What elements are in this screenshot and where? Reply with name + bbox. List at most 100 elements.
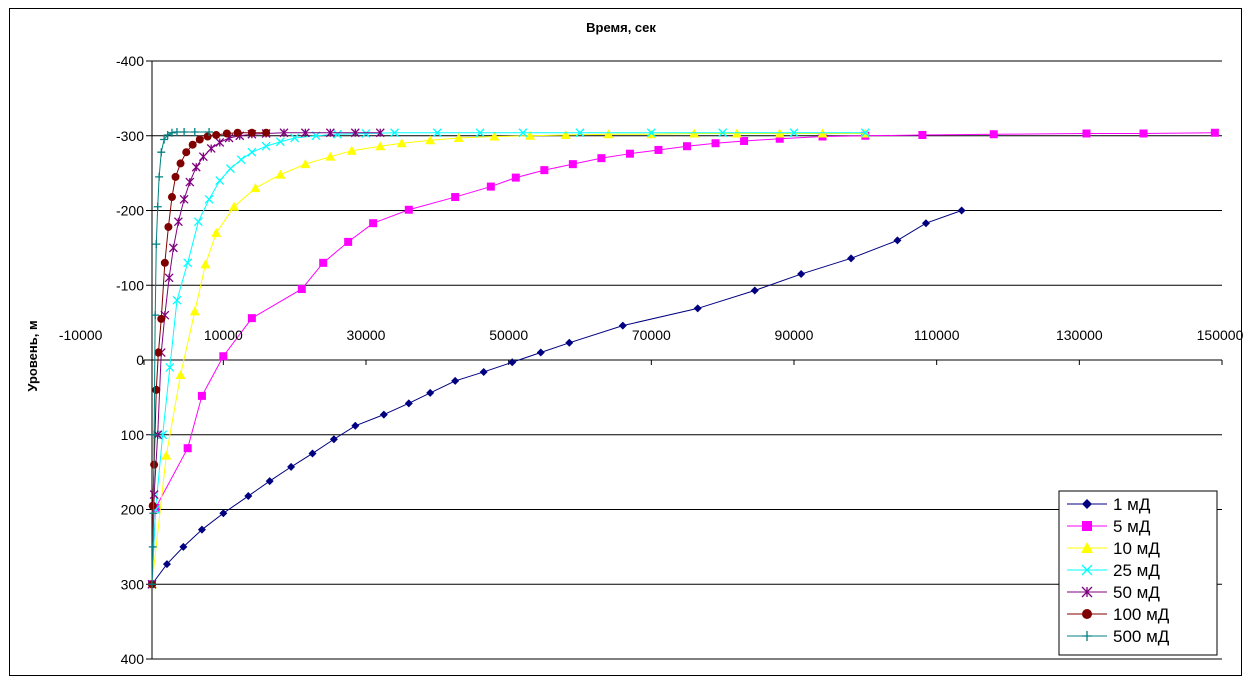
data-point bbox=[319, 258, 328, 267]
data-point bbox=[155, 172, 164, 181]
data-point bbox=[329, 435, 338, 444]
data-point bbox=[560, 130, 571, 140]
data-point bbox=[893, 236, 902, 245]
data-point bbox=[344, 237, 353, 246]
legend-swatch-marker bbox=[1081, 586, 1093, 598]
data-point bbox=[212, 131, 221, 140]
y-tick-label: 0 bbox=[136, 352, 144, 368]
data-point bbox=[167, 128, 176, 137]
data-point bbox=[179, 542, 188, 551]
series-500-мД bbox=[148, 128, 214, 589]
data-point bbox=[219, 352, 228, 361]
data-point bbox=[198, 152, 208, 162]
y-tick-label: -100 bbox=[116, 277, 144, 293]
data-point bbox=[654, 145, 663, 154]
data-point bbox=[333, 129, 342, 139]
data-point bbox=[161, 450, 172, 460]
data-point bbox=[183, 258, 193, 268]
data-point bbox=[475, 128, 485, 138]
data-point bbox=[618, 321, 627, 330]
data-point bbox=[425, 135, 436, 145]
data-point bbox=[453, 132, 464, 142]
data-point bbox=[693, 304, 702, 313]
data-point bbox=[162, 560, 171, 569]
data-point bbox=[193, 217, 203, 227]
legend-swatch-marker bbox=[1082, 631, 1092, 641]
data-point bbox=[518, 128, 528, 138]
y-tick-label: -300 bbox=[116, 128, 144, 144]
data-point bbox=[152, 385, 161, 394]
data-point bbox=[247, 314, 256, 323]
data-point bbox=[182, 148, 191, 157]
tick-labels: -400 -300 -200 -100 0 100 200 300 400 -10000 10000… bbox=[59, 53, 1243, 667]
data-point bbox=[486, 182, 495, 191]
data-point bbox=[164, 273, 174, 283]
series-5-мД bbox=[148, 128, 1219, 589]
data-point bbox=[797, 270, 806, 279]
data-point bbox=[603, 129, 614, 139]
series-line bbox=[151, 210, 962, 585]
data-point bbox=[489, 131, 500, 141]
legend-entry: 5 мД bbox=[1113, 517, 1151, 536]
data-point bbox=[160, 258, 169, 267]
data-point bbox=[346, 145, 357, 155]
y-tick-label: -400 bbox=[116, 53, 144, 69]
series-10-мД bbox=[147, 128, 871, 589]
data-point bbox=[205, 128, 214, 137]
data-point bbox=[525, 130, 536, 140]
legend-entry: 1 мД bbox=[1113, 495, 1151, 514]
data-point bbox=[195, 135, 204, 144]
data-point bbox=[157, 148, 166, 157]
data-point bbox=[646, 128, 656, 138]
data-point bbox=[325, 128, 335, 138]
data-point bbox=[508, 358, 517, 367]
data-point bbox=[189, 306, 200, 316]
data-point bbox=[244, 492, 253, 501]
y-tick-label: 200 bbox=[121, 502, 145, 518]
data-point bbox=[200, 259, 211, 269]
data-point bbox=[179, 194, 189, 204]
data-point bbox=[176, 159, 185, 168]
data-point bbox=[206, 143, 216, 153]
legend-swatch-marker bbox=[1081, 564, 1093, 576]
x-tick-label: 130000 bbox=[1056, 327, 1103, 343]
data-point bbox=[789, 128, 799, 138]
legend-entry: 25 мД bbox=[1113, 561, 1160, 580]
data-point bbox=[171, 172, 180, 181]
data-point bbox=[479, 367, 488, 376]
data-point bbox=[390, 128, 399, 138]
legend-swatch-marker bbox=[1081, 542, 1093, 553]
series-100-мД bbox=[148, 128, 271, 589]
y-tick-label: 100 bbox=[121, 427, 145, 443]
data-point bbox=[168, 243, 178, 253]
data-point bbox=[175, 369, 186, 379]
data-point bbox=[404, 399, 413, 408]
data-point bbox=[211, 227, 222, 237]
legend-swatch-marker bbox=[1082, 521, 1092, 531]
data-point bbox=[568, 160, 577, 169]
chart-frame: Время, сек Уровень, м -400 -300 -200 -100 0 1… bbox=[9, 8, 1243, 676]
data-point bbox=[148, 542, 157, 551]
data-point bbox=[165, 363, 175, 372]
data-point bbox=[597, 154, 606, 163]
data-point bbox=[152, 240, 161, 249]
data-point bbox=[740, 136, 749, 145]
data-point bbox=[262, 128, 271, 137]
data-point bbox=[683, 142, 691, 151]
data-point bbox=[185, 177, 195, 187]
data-point bbox=[204, 194, 214, 204]
series-line bbox=[151, 132, 1215, 585]
data-point bbox=[275, 169, 286, 179]
data-point bbox=[451, 376, 460, 385]
data-point bbox=[275, 137, 285, 147]
data-point bbox=[157, 314, 166, 323]
data-point bbox=[575, 128, 585, 138]
data-point bbox=[153, 202, 162, 211]
data-point bbox=[308, 449, 317, 458]
legend-entry: 10 мД bbox=[1113, 539, 1160, 558]
data-point bbox=[375, 141, 386, 151]
data-point bbox=[297, 284, 306, 293]
series-25-мД bbox=[147, 128, 870, 589]
data-point bbox=[718, 128, 728, 138]
series-1-мД bbox=[148, 206, 966, 589]
